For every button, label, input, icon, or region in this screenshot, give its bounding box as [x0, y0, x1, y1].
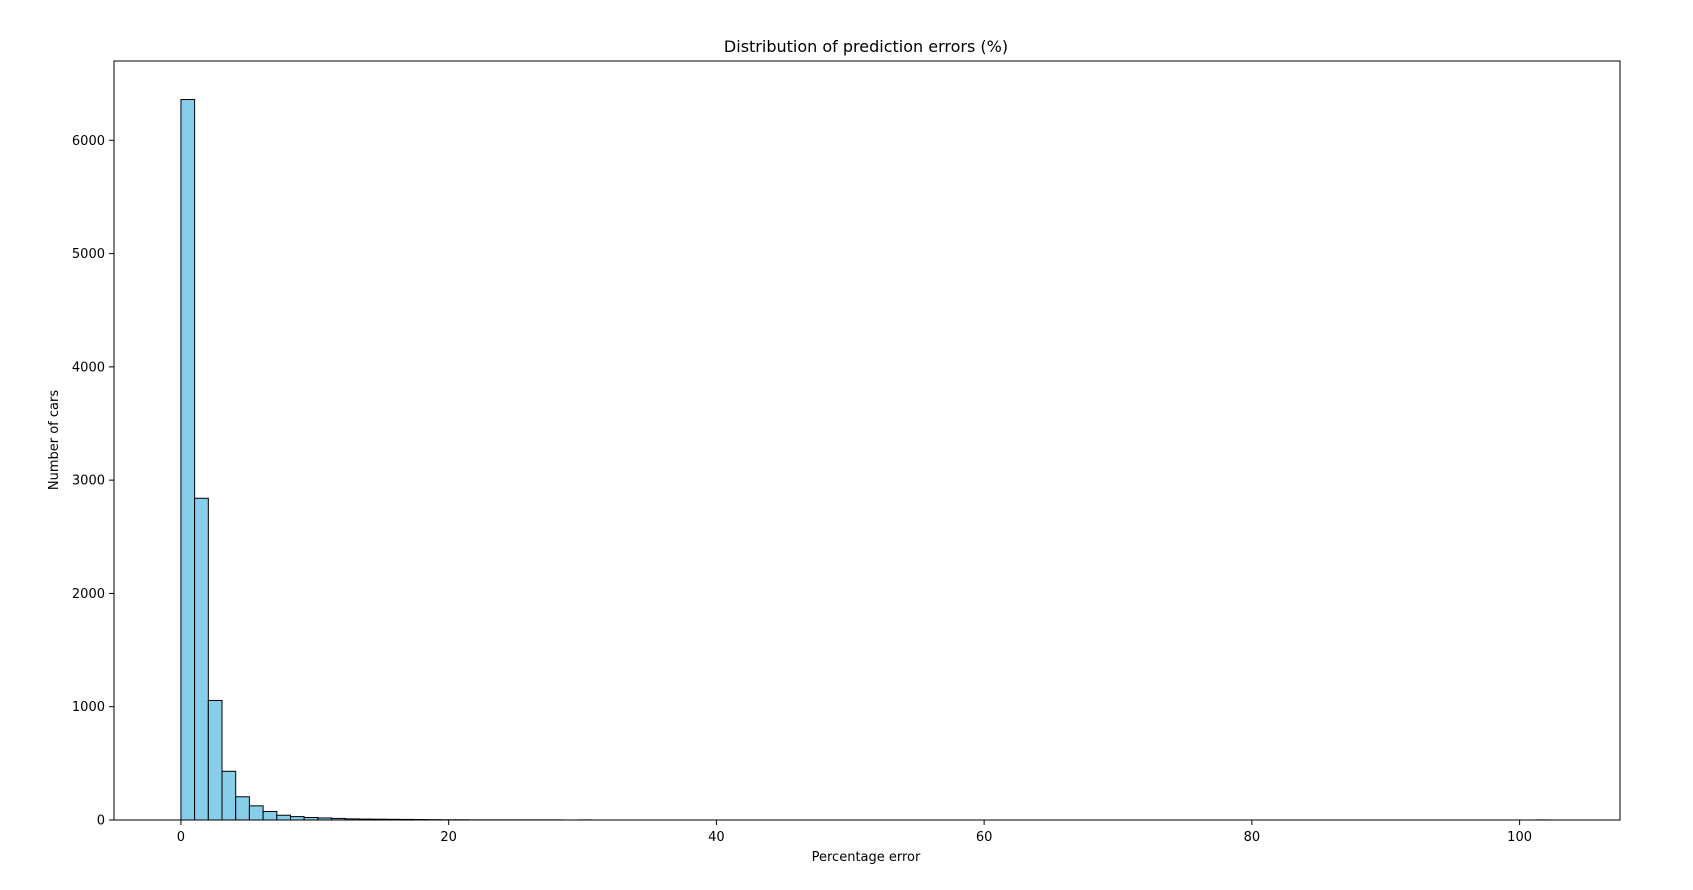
- y-tick-label: 5000: [72, 247, 105, 262]
- histogram-bar: [221, 770, 237, 821]
- histogram-bar: [180, 99, 196, 821]
- x-axis-ticks: 0 20 40 60 80 100: [177, 820, 1532, 845]
- x-tick-label: 20: [440, 830, 457, 845]
- histogram-bar: [276, 814, 291, 821]
- x-axis-label: Percentage error: [812, 850, 921, 865]
- y-tick-label: 1000: [72, 700, 105, 715]
- y-tick-label: 6000: [72, 134, 105, 149]
- y-axis-label: Number of cars: [47, 390, 62, 490]
- x-tick-label: 60: [976, 830, 993, 845]
- y-tick-label: 0: [97, 814, 105, 829]
- x-tick-label: 80: [1244, 830, 1261, 845]
- y-tick-label: 4000: [72, 360, 105, 375]
- x-tick-label: 100: [1507, 830, 1532, 845]
- histogram-bar: [262, 811, 278, 821]
- histogram-bar: [248, 805, 264, 821]
- histogram-bar: [194, 497, 209, 821]
- x-tick-label: 40: [708, 830, 725, 845]
- y-tick-label: 2000: [72, 587, 105, 602]
- y-axis-ticks: 0 1000 2000 3000 4000 5000 6000: [72, 134, 114, 829]
- histogram-bar: [289, 816, 305, 821]
- x-tick-label: 0: [177, 830, 185, 845]
- histogram-bar: [235, 796, 250, 821]
- histogram-bar: [207, 699, 223, 821]
- y-tick-label: 3000: [72, 474, 105, 489]
- histogram-bars: [180, 99, 1551, 821]
- plot-frame: [113, 60, 1621, 821]
- chart-title: Distribution of prediction errors (%): [724, 37, 1008, 56]
